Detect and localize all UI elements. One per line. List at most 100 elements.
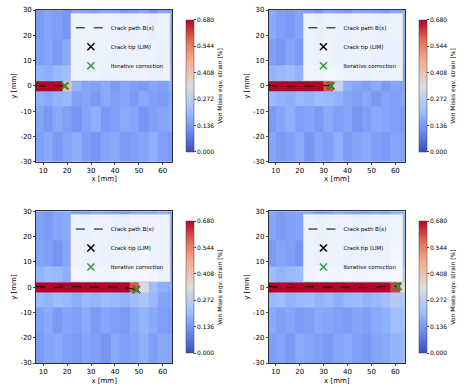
svg-text:0: 0 [27, 82, 31, 90]
svg-text:10: 10 [271, 167, 280, 175]
svg-text:20: 20 [255, 32, 264, 40]
svg-text:0.000: 0.000 [197, 349, 214, 356]
svg-text:30: 30 [319, 368, 328, 376]
svg-text:y [mm]: y [mm] [243, 274, 251, 300]
svg-text:x [mm]: x [mm] [91, 175, 117, 183]
svg-text:-20: -20 [253, 334, 264, 342]
svg-text:40: 40 [110, 368, 119, 376]
svg-text:60: 60 [158, 167, 167, 175]
svg-text:30: 30 [87, 368, 96, 376]
svg-text:50: 50 [367, 167, 376, 175]
svg-text:50: 50 [134, 368, 143, 376]
svg-text:0.680: 0.680 [430, 217, 447, 224]
svg-text:x [mm]: x [mm] [324, 175, 350, 183]
svg-text:Iterative correction: Iterative correction [343, 264, 396, 270]
svg-text:0: 0 [260, 284, 264, 292]
svg-text:30: 30 [319, 167, 328, 175]
svg-text:30: 30 [255, 208, 264, 216]
svg-text:20: 20 [23, 32, 32, 40]
svg-text:0.000: 0.000 [430, 148, 447, 155]
svg-text:10: 10 [23, 57, 32, 65]
svg-text:10: 10 [271, 368, 280, 376]
svg-text:20: 20 [23, 233, 32, 241]
svg-text:-10: -10 [253, 108, 264, 116]
svg-text:0.680: 0.680 [197, 16, 214, 23]
svg-text:40: 40 [343, 167, 352, 175]
svg-text:0.544: 0.544 [430, 244, 447, 251]
svg-text:0.680: 0.680 [430, 16, 447, 23]
svg-text:0.136: 0.136 [197, 122, 214, 129]
svg-text:0.544: 0.544 [197, 42, 214, 49]
svg-text:Von Mises eqv. strain [%]: Von Mises eqv. strain [%] [216, 48, 224, 124]
svg-text:0.408: 0.408 [430, 69, 447, 76]
svg-text:0.000: 0.000 [430, 349, 447, 356]
svg-text:x [mm]: x [mm] [91, 377, 117, 385]
svg-text:0.136: 0.136 [197, 323, 214, 330]
svg-text:-20: -20 [20, 133, 31, 141]
svg-text:-10: -10 [253, 309, 264, 317]
svg-text:Iterative correction: Iterative correction [343, 63, 396, 69]
svg-text:20: 20 [295, 167, 304, 175]
svg-text:20: 20 [63, 167, 72, 175]
svg-text:-20: -20 [253, 133, 264, 141]
svg-text:10: 10 [255, 57, 264, 65]
svg-text:10: 10 [23, 258, 32, 266]
svg-text:10: 10 [255, 258, 264, 266]
svg-text:60: 60 [391, 368, 400, 376]
svg-text:10: 10 [39, 368, 48, 376]
svg-text:0.272: 0.272 [197, 296, 214, 303]
svg-text:-30: -30 [253, 359, 264, 367]
svg-text:Iterative correction: Iterative correction [111, 264, 164, 270]
svg-text:0.136: 0.136 [430, 323, 447, 330]
svg-text:20: 20 [255, 233, 264, 241]
svg-text:y [mm]: y [mm] [243, 73, 251, 99]
svg-text:Crack path B(x): Crack path B(x) [111, 25, 154, 32]
svg-text:Crack path B(x): Crack path B(x) [111, 226, 154, 233]
svg-text:-10: -10 [20, 108, 31, 116]
svg-text:-20: -20 [20, 334, 31, 342]
svg-text:40: 40 [110, 167, 119, 175]
svg-text:0: 0 [27, 284, 31, 292]
svg-text:-30: -30 [20, 359, 31, 367]
svg-text:Crack tip (LIM): Crack tip (LIM) [343, 44, 383, 51]
svg-text:0.136: 0.136 [430, 122, 447, 129]
svg-text:Iterative correction: Iterative correction [111, 63, 164, 69]
svg-text:x [mm]: x [mm] [324, 377, 350, 385]
svg-text:60: 60 [391, 167, 400, 175]
svg-text:y [mm]: y [mm] [10, 73, 18, 99]
svg-text:-10: -10 [20, 309, 31, 317]
svg-text:0.272: 0.272 [430, 296, 447, 303]
svg-text:0.272: 0.272 [430, 95, 447, 102]
svg-text:Von Mises eqv. strain [%]: Von Mises eqv. strain [%] [216, 249, 224, 325]
svg-text:30: 30 [23, 208, 32, 216]
svg-text:Crack tip (LIM): Crack tip (LIM) [111, 44, 151, 51]
svg-text:20: 20 [63, 368, 72, 376]
svg-text:0.680: 0.680 [197, 217, 214, 224]
svg-text:y [mm]: y [mm] [10, 274, 18, 300]
svg-text:40: 40 [343, 368, 352, 376]
svg-text:0.408: 0.408 [197, 270, 214, 277]
svg-text:Crack path B(x): Crack path B(x) [343, 226, 386, 233]
svg-text:0.272: 0.272 [197, 95, 214, 102]
svg-text:0.408: 0.408 [197, 69, 214, 76]
svg-text:10: 10 [39, 167, 48, 175]
svg-text:30: 30 [255, 6, 264, 14]
svg-text:0.000: 0.000 [197, 148, 214, 155]
svg-text:Von Mises eqv. strain [%]: Von Mises eqv. strain [%] [449, 249, 457, 325]
svg-text:0: 0 [260, 82, 264, 90]
svg-text:Crack tip (LIM): Crack tip (LIM) [111, 245, 151, 252]
svg-text:50: 50 [367, 368, 376, 376]
svg-text:60: 60 [158, 368, 167, 376]
svg-text:Crack tip (LIM): Crack tip (LIM) [343, 245, 383, 252]
svg-text:Von Mises eqv. strain [%]: Von Mises eqv. strain [%] [449, 48, 457, 124]
svg-text:Crack path B(x): Crack path B(x) [343, 25, 386, 32]
svg-text:-30: -30 [20, 158, 31, 166]
svg-text:-30: -30 [253, 158, 264, 166]
svg-text:0.408: 0.408 [430, 270, 447, 277]
svg-text:50: 50 [134, 167, 143, 175]
svg-text:20: 20 [295, 368, 304, 376]
svg-text:0.544: 0.544 [430, 42, 447, 49]
svg-text:30: 30 [87, 167, 96, 175]
svg-text:0.544: 0.544 [197, 244, 214, 251]
svg-text:30: 30 [23, 6, 32, 14]
